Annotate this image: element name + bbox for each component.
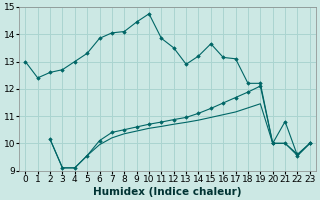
X-axis label: Humidex (Indice chaleur): Humidex (Indice chaleur)	[93, 187, 242, 197]
